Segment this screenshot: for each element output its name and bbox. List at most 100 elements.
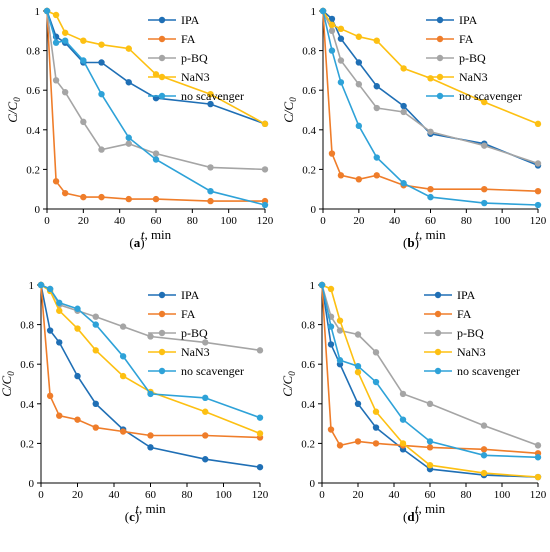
legend-entry: FA	[181, 307, 196, 321]
data-point	[373, 104, 380, 112]
data-point	[202, 394, 209, 402]
data-point	[426, 438, 434, 445]
data-point	[318, 281, 326, 289]
legend-entry: NaN3	[181, 345, 210, 359]
data-point	[207, 197, 214, 205]
series-no-scavenger	[43, 7, 269, 209]
series-ipa	[37, 281, 264, 471]
panel-label: (d)	[403, 509, 419, 524]
x-tick-label: 100	[494, 215, 511, 227]
data-point	[61, 88, 69, 96]
x-tick-label: 80	[461, 489, 473, 501]
legend-swatch-marker	[158, 329, 166, 337]
data-point	[355, 122, 363, 130]
data-point	[534, 473, 542, 481]
data-point	[74, 416, 81, 423]
x-axis-label: t, min	[135, 501, 166, 516]
legend-entry: p-BQ	[459, 51, 486, 65]
x-axis-label-unit: , min	[144, 227, 171, 242]
data-point	[336, 327, 344, 334]
y-tick-label: 0.4	[301, 399, 315, 411]
y-axis-label: C/C0	[0, 371, 16, 397]
panel-label-letter: c	[129, 509, 135, 524]
legend-entry: p-BQ	[457, 326, 484, 340]
x-tick-label: 40	[114, 215, 126, 227]
data-point	[328, 47, 336, 54]
x-tick-label: 20	[78, 215, 90, 227]
legend-entry: p-BQ	[181, 326, 208, 340]
y-tick-label: 0.4	[302, 125, 316, 137]
data-point	[98, 90, 105, 98]
x-tick-label: 120	[530, 489, 547, 501]
data-point	[98, 59, 105, 66]
y-tick-label: 0.2	[302, 164, 316, 176]
data-point	[80, 118, 87, 126]
x-tick-label: 80	[182, 489, 194, 501]
series-line	[322, 10, 539, 206]
panel-label: (a)	[129, 235, 144, 250]
legend-entry: no scavenger	[459, 89, 522, 103]
x-tick-label: 120	[530, 215, 547, 227]
data-point	[373, 154, 380, 161]
legend-swatch-marker	[434, 329, 442, 337]
x-tick-label: 40	[389, 489, 401, 501]
data-point	[336, 357, 344, 364]
x-tick-label: 20	[353, 215, 365, 227]
data-point	[399, 416, 407, 423]
data-point	[125, 140, 132, 147]
data-point	[354, 438, 362, 445]
data-point	[354, 362, 362, 370]
x-tick-label: 20	[353, 489, 365, 501]
legend-swatch-marker	[158, 92, 166, 100]
data-point	[52, 178, 60, 185]
data-point	[92, 347, 99, 354]
data-point	[400, 65, 407, 72]
legend-entry: IPA	[181, 13, 200, 27]
data-point	[207, 100, 214, 108]
series-p-bq	[319, 7, 542, 167]
series-nan3	[318, 281, 542, 481]
data-point	[481, 98, 488, 106]
data-point	[261, 120, 269, 128]
data-point	[56, 339, 63, 346]
x-axis-label: t, min	[415, 227, 446, 242]
y-axis-label-subscript: 0	[6, 371, 16, 376]
x-tick-label: 100	[220, 215, 237, 227]
panel-label-close: )	[140, 235, 144, 250]
data-point	[80, 37, 87, 44]
legend-swatch-marker	[158, 35, 166, 43]
y-axis-label-subscript: 0	[288, 97, 298, 102]
legend-swatch-marker	[434, 291, 442, 299]
data-point	[98, 193, 105, 201]
legend-swatch-marker	[434, 348, 442, 356]
panel-label-open: (	[403, 509, 407, 524]
x-axis-label: t, min	[141, 227, 172, 242]
legend: IPA FA p-BQ NaN3 no scavenger	[424, 288, 520, 378]
legend-entry: NaN3	[181, 70, 210, 84]
data-point	[125, 45, 132, 52]
data-point	[373, 83, 380, 90]
data-point	[80, 193, 87, 201]
data-point	[52, 11, 60, 19]
data-point	[147, 390, 154, 398]
data-point	[481, 186, 488, 193]
y-tick-label: 1	[35, 6, 41, 18]
data-point	[400, 102, 407, 110]
data-point	[119, 323, 127, 330]
data-point	[354, 368, 362, 376]
data-point	[327, 285, 335, 293]
legend-swatch-marker	[436, 92, 444, 100]
y-tick-label: 0.8	[302, 46, 316, 58]
legend-entry: NaN3	[459, 70, 488, 84]
y-axis-label: C/C0	[280, 371, 297, 397]
y-tick-label: 0	[29, 478, 35, 490]
y-tick-label: 1	[311, 6, 317, 18]
data-point	[256, 430, 264, 437]
y-tick-label: 0.6	[301, 359, 315, 371]
data-point	[336, 317, 344, 324]
data-point	[355, 33, 363, 40]
data-point	[427, 128, 434, 135]
y-axis-label-main: C/C	[5, 101, 20, 122]
data-point	[354, 400, 362, 407]
series-no-scavenger	[318, 281, 542, 461]
